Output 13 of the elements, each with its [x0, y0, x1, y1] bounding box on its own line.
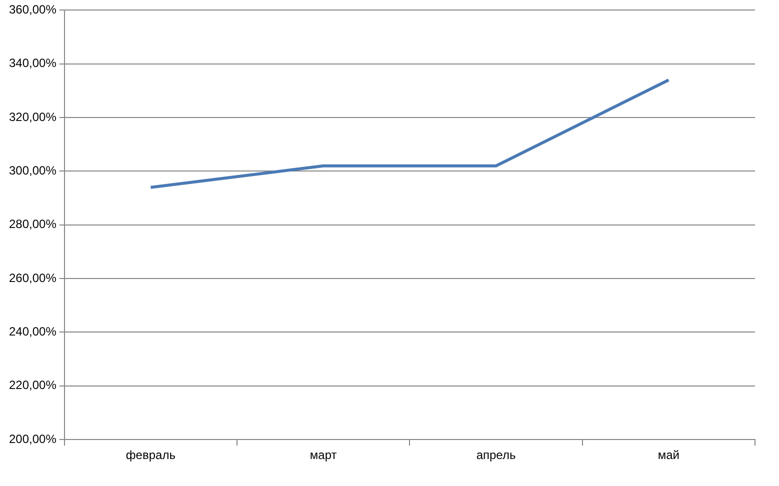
- y-tick-label: 300,00%: [9, 164, 57, 178]
- x-tick-label: май: [658, 448, 680, 462]
- y-tick-label: 220,00%: [9, 378, 57, 392]
- y-tick-label: 200,00%: [9, 432, 57, 446]
- y-tick-label: 260,00%: [9, 270, 57, 285]
- y-tick-label: 360,00%: [9, 2, 57, 17]
- x-tick-label: март: [310, 448, 338, 462]
- y-tick-label: 320,00%: [9, 110, 57, 124]
- y-tick-label: 340,00%: [9, 56, 57, 70]
- x-tick-label: апрель: [476, 448, 516, 462]
- x-tick-label: февраль: [126, 448, 176, 462]
- y-tick-label: 280,00%: [9, 217, 57, 232]
- y-tick-label: 240,00%: [9, 324, 57, 339]
